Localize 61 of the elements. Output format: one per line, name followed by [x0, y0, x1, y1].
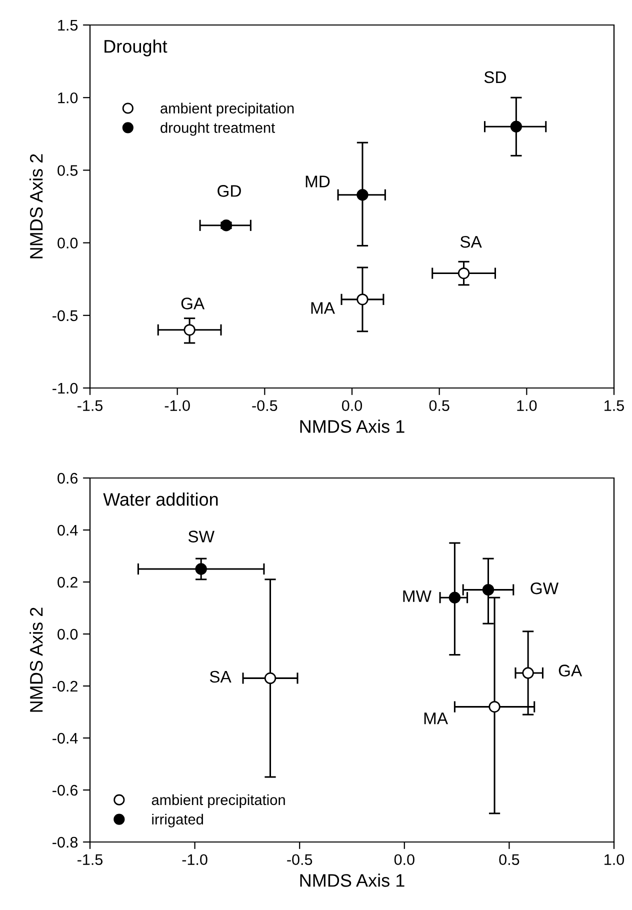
annotation: MW — [403, 590, 432, 602]
point — [356, 189, 368, 201]
annotation: MD — [306, 176, 330, 188]
y-tick-label: -0.8 — [52, 836, 78, 848]
y-tick-label: -1.0 — [52, 382, 78, 394]
annotation: GA — [181, 298, 205, 310]
point — [356, 294, 368, 306]
x-axis-title: NMDS Axis 1 — [300, 420, 404, 433]
y-tick-label: 1.5 — [58, 20, 78, 31]
x-tick-label: 0.5 — [499, 854, 520, 866]
x-tick-label: -1.5 — [78, 854, 103, 866]
point — [488, 700, 500, 713]
annotation: SA — [460, 236, 482, 248]
annotation: MA — [311, 302, 335, 314]
x-tick-label: -1.0 — [182, 854, 208, 866]
legend-label: drought treatment — [160, 122, 276, 136]
text: Drought — [104, 40, 168, 56]
y-tick-label: -0.4 — [52, 732, 78, 744]
x-tick-label: -0.5 — [252, 400, 278, 412]
y-tick-label: -0.6 — [52, 784, 78, 796]
annotation: GW — [530, 582, 559, 594]
annotation: MA — [424, 712, 448, 724]
y-axis-title: NMDS Axis 2 — [29, 608, 43, 712]
annotation: GD — [218, 185, 241, 197]
text: Water addition — [103, 492, 218, 506]
point — [264, 672, 276, 684]
x-tick-label: 1.0 — [604, 854, 624, 866]
legend-label: ambient precipitation — [160, 102, 294, 116]
annotation: SD — [484, 71, 506, 84]
y-tick-label: 0.5 — [58, 165, 78, 176]
point — [522, 667, 534, 679]
annotation: SW — [188, 530, 214, 542]
x-tick-label: 0.0 — [342, 400, 362, 412]
legend-label: ambient precipitation — [152, 794, 285, 808]
y-tick-label: 0.0 — [58, 628, 78, 640]
x-axis-title: NMDS Axis 1 — [300, 874, 404, 887]
point — [482, 584, 494, 596]
y-tick-label: -0.2 — [52, 680, 78, 692]
x-tick-label: -1.5 — [78, 400, 103, 412]
point — [510, 120, 522, 132]
x-tick-label: 0.0 — [394, 854, 414, 866]
point — [220, 220, 232, 232]
y-tick-label: 0.0 — [58, 238, 78, 248]
point — [184, 324, 196, 336]
y-tick-label: 0.6 — [58, 472, 78, 484]
point — [195, 563, 207, 575]
x-tick-label: 1.5 — [604, 400, 624, 412]
y-tick-label: -0.5 — [52, 310, 78, 322]
y-tick-label: 0.2 — [58, 576, 78, 588]
point — [458, 267, 470, 280]
y-tick-label: 0.4 — [58, 524, 78, 536]
x-tick-label: -0.5 — [287, 854, 312, 866]
x-tick-label: -1.0 — [164, 400, 190, 412]
y-tick-label: 1.0 — [58, 92, 78, 104]
y-axis-title: NMDS Axis 2 — [29, 154, 43, 258]
x-tick-label: 0.5 — [429, 400, 450, 412]
x-tick-label: 1.0 — [517, 400, 537, 412]
annotation: SA — [210, 670, 232, 683]
annotation: GA — [558, 664, 582, 676]
legend-label: irrigated — [152, 814, 203, 828]
point — [448, 592, 461, 604]
